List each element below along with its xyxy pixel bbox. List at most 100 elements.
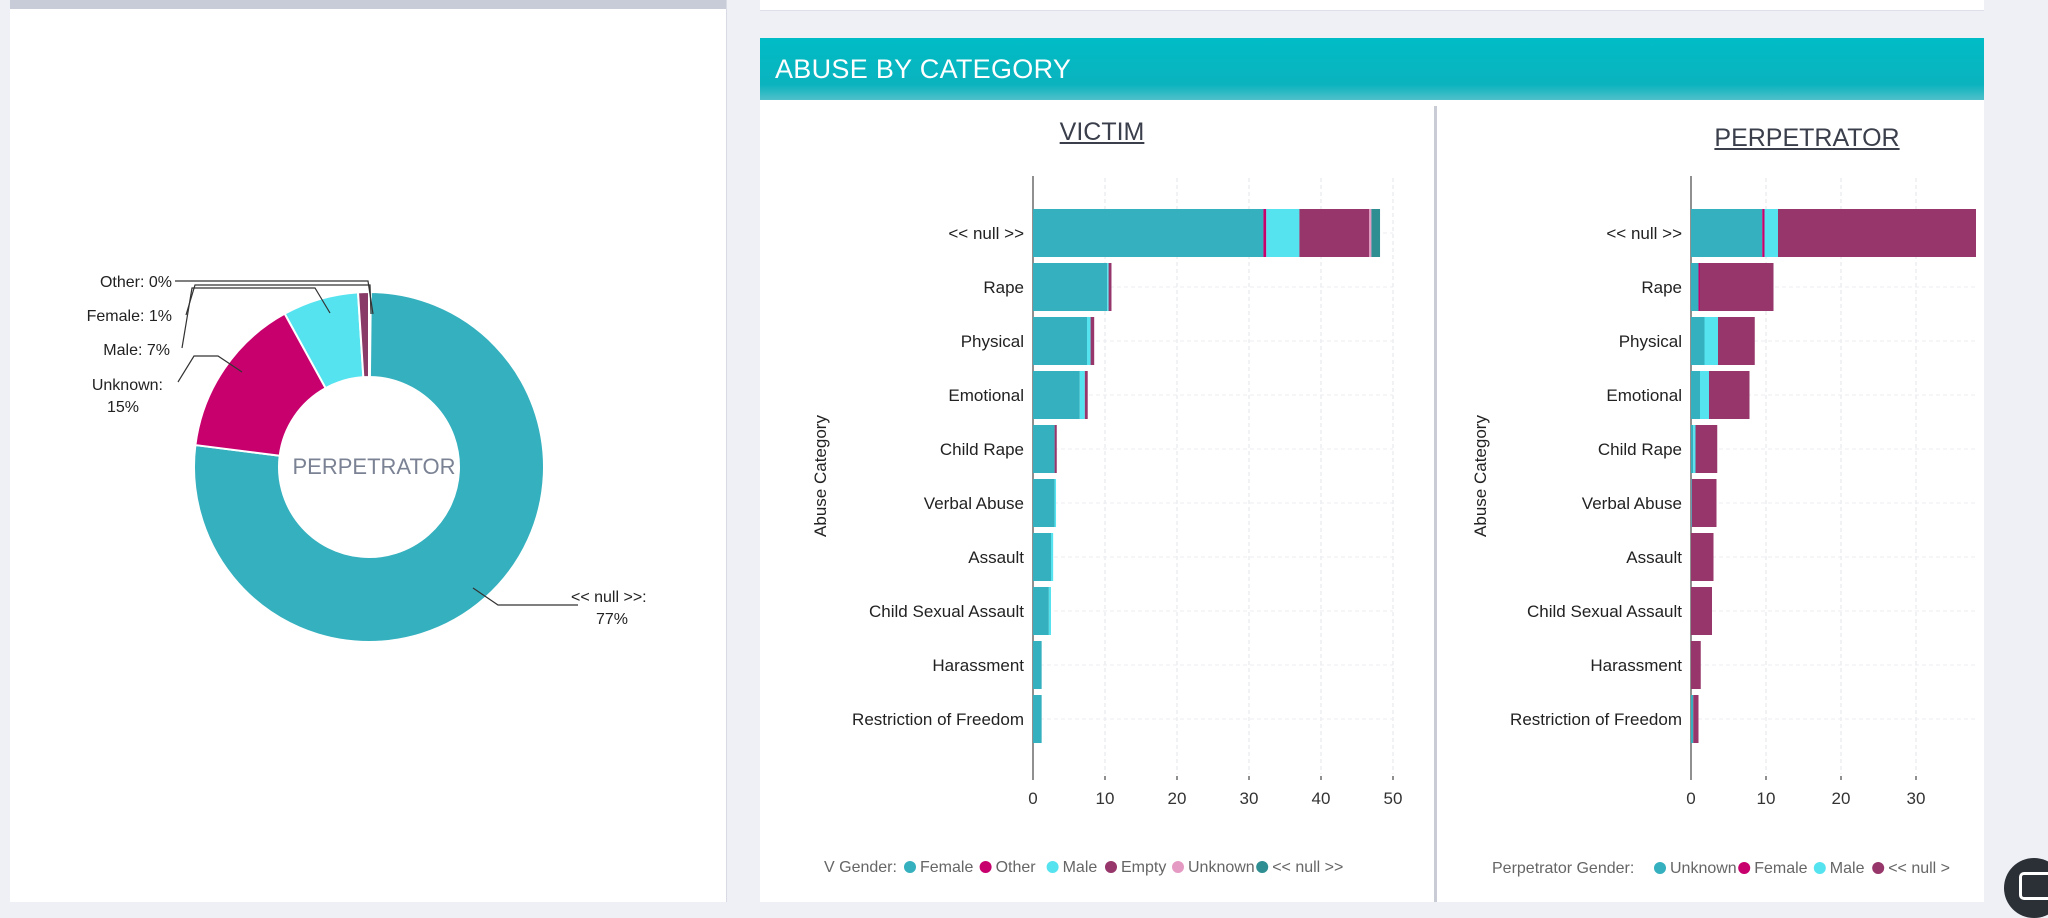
x-tick-label: 10 (1096, 789, 1115, 808)
legend-label-null: << null > (1888, 860, 1950, 877)
bar-child-rape-null (1695, 425, 1718, 473)
chat-icon (2019, 872, 2048, 900)
leader-line-unknown (177, 355, 243, 383)
bar-child-sexual-assault-female (1033, 587, 1049, 635)
bar-null-female (1762, 209, 1765, 257)
category-label-null: << null >> (1606, 224, 1682, 243)
legend-marker-null (1872, 862, 1885, 874)
legend-marker-female (904, 861, 916, 873)
category-label-null: << null >> (948, 224, 1024, 243)
donut-label-other: Other: 0% (100, 274, 172, 291)
category-label-assault: Assault (1626, 548, 1682, 567)
bar-emotional-male (1079, 371, 1085, 419)
donut-label-female: Female: 1% (87, 308, 172, 325)
bar-null-null (1371, 209, 1381, 257)
bar-physical-empty (1090, 317, 1095, 365)
category-label-emotional: Emotional (1606, 386, 1682, 405)
bar-emotional-male (1700, 371, 1709, 419)
category-label-physical: Physical (1619, 332, 1682, 351)
y-axis-title: Abuse Category (1471, 415, 1490, 537)
donut-label-male: Male: 7% (103, 342, 170, 359)
bar-harassment-female (1033, 641, 1042, 689)
bar-null-null (1778, 209, 1976, 257)
bar-null-unknown (1691, 209, 1763, 257)
legend-title: Perpetrator Gender: (1492, 860, 1634, 877)
panel-top-rule (10, 0, 726, 9)
legend-label-female: Female (920, 859, 973, 876)
bar-harassment-null (1691, 641, 1701, 689)
category-label-restriction-of-freedom: Restriction of Freedom (1510, 710, 1682, 729)
category-label-child-rape: Child Rape (1598, 440, 1682, 459)
leader-line-null (472, 587, 578, 606)
donut-label-unknown-pct: 15% (107, 399, 139, 416)
bar-child-rape-empty (1054, 425, 1057, 473)
leader-line-male (181, 287, 331, 349)
bar-verbal-abuse-female (1033, 479, 1055, 527)
bar-emotional-female (1033, 371, 1080, 419)
victim-bar-chart: Abuse Category << null >> Rape Physical Emot… (811, 176, 1402, 876)
category-label-verbal-abuse: Verbal Abuse (924, 494, 1024, 513)
bar-verbal-abuse-male (1054, 479, 1057, 527)
x-tick-label: 0 (1028, 789, 1037, 808)
category-label-harassment: Harassment (1590, 656, 1682, 675)
bar-child-rape-female (1033, 425, 1055, 473)
bar-null-male (1764, 209, 1778, 257)
perpetrator-gender-panel: PERPETRATOR Other: 0% Female: 1% Male: 7… (10, 0, 727, 902)
legend-label-unknown: Unknown (1670, 860, 1737, 877)
abuse-by-category-card: ABUSE BY CATEGORY (760, 38, 1984, 902)
x-tick-label: 30 (1907, 789, 1926, 808)
bar-physical-male (1087, 317, 1091, 365)
x-tick-label: 30 (1240, 789, 1259, 808)
category-label-rape: Rape (1641, 278, 1682, 297)
bar-physical-male (1704, 317, 1718, 365)
donut-label-null: << null >>: (571, 589, 647, 606)
bar-rape-male (1107, 263, 1109, 311)
bar-physical-null (1718, 317, 1755, 365)
legend-marker-null (1256, 861, 1269, 873)
bar-assault-null (1691, 533, 1714, 581)
bar-child-rape-male (1693, 425, 1696, 473)
legend-marker-female (1738, 862, 1751, 874)
bar-child-sexual-assault-null (1691, 587, 1712, 635)
chart-legend: V Gender: Female Other Male Empty Unknown << n… (824, 859, 1343, 876)
legend-marker-male (1813, 862, 1826, 874)
legend-label-male: Male (1830, 860, 1865, 877)
donut-slice-null (193, 290, 545, 643)
category-label-emotional: Emotional (948, 386, 1024, 405)
victim-chart-title: VICTIM (1059, 118, 1145, 146)
card-title: ABUSE BY CATEGORY (775, 54, 1072, 84)
bar-child-rape-unknown (1691, 425, 1694, 473)
category-label-restriction-of-freedom: Restriction of Freedom (852, 710, 1024, 729)
bar-verbal-abuse-null (1691, 479, 1717, 527)
legend-label-unknown: Unknown (1188, 859, 1255, 876)
bar-restriction-of-freedom-null (1693, 695, 1699, 743)
bar-emotional-empty (1084, 371, 1088, 419)
bar-assault-male (1051, 533, 1054, 581)
donut-label-null-pct: 77% (596, 611, 628, 628)
category-label-verbal-abuse: Verbal Abuse (1582, 494, 1682, 513)
chat-widget-button[interactable] (2004, 858, 2048, 918)
bar-rape-female (1033, 263, 1108, 311)
bar-null-empty (1299, 209, 1370, 257)
category-label-child-sexual-assault: Child Sexual Assault (869, 602, 1024, 621)
legend-label-other: Other (996, 859, 1037, 876)
x-tick-label: 20 (1168, 789, 1187, 808)
bar-null-female (1033, 209, 1264, 257)
leader-line-other (175, 280, 374, 315)
category-label-harassment: Harassment (932, 656, 1024, 675)
x-tick-label: 20 (1832, 789, 1851, 808)
x-tick-label: 0 (1686, 789, 1695, 808)
bar-rape-null (1700, 263, 1774, 311)
bar-restriction-of-freedom-female (1033, 695, 1042, 743)
category-label-rape: Rape (983, 278, 1024, 297)
bar-emotional-null (1709, 371, 1750, 419)
bar-assault-female (1033, 533, 1051, 581)
grid-lines (1033, 178, 1394, 774)
bar-child-sexual-assault-male (1048, 587, 1051, 635)
legend-title: V Gender: (824, 859, 897, 876)
bar-rape-empty (1108, 263, 1112, 311)
bar-emotional-unknown (1691, 371, 1700, 419)
perpetrator-gender-donut-chart: PERPETRATOR Other: 0% Female: 1% Male: 7… (87, 274, 647, 643)
legend-marker-empty (1105, 861, 1117, 873)
bar-rape-female (1698, 263, 1700, 311)
